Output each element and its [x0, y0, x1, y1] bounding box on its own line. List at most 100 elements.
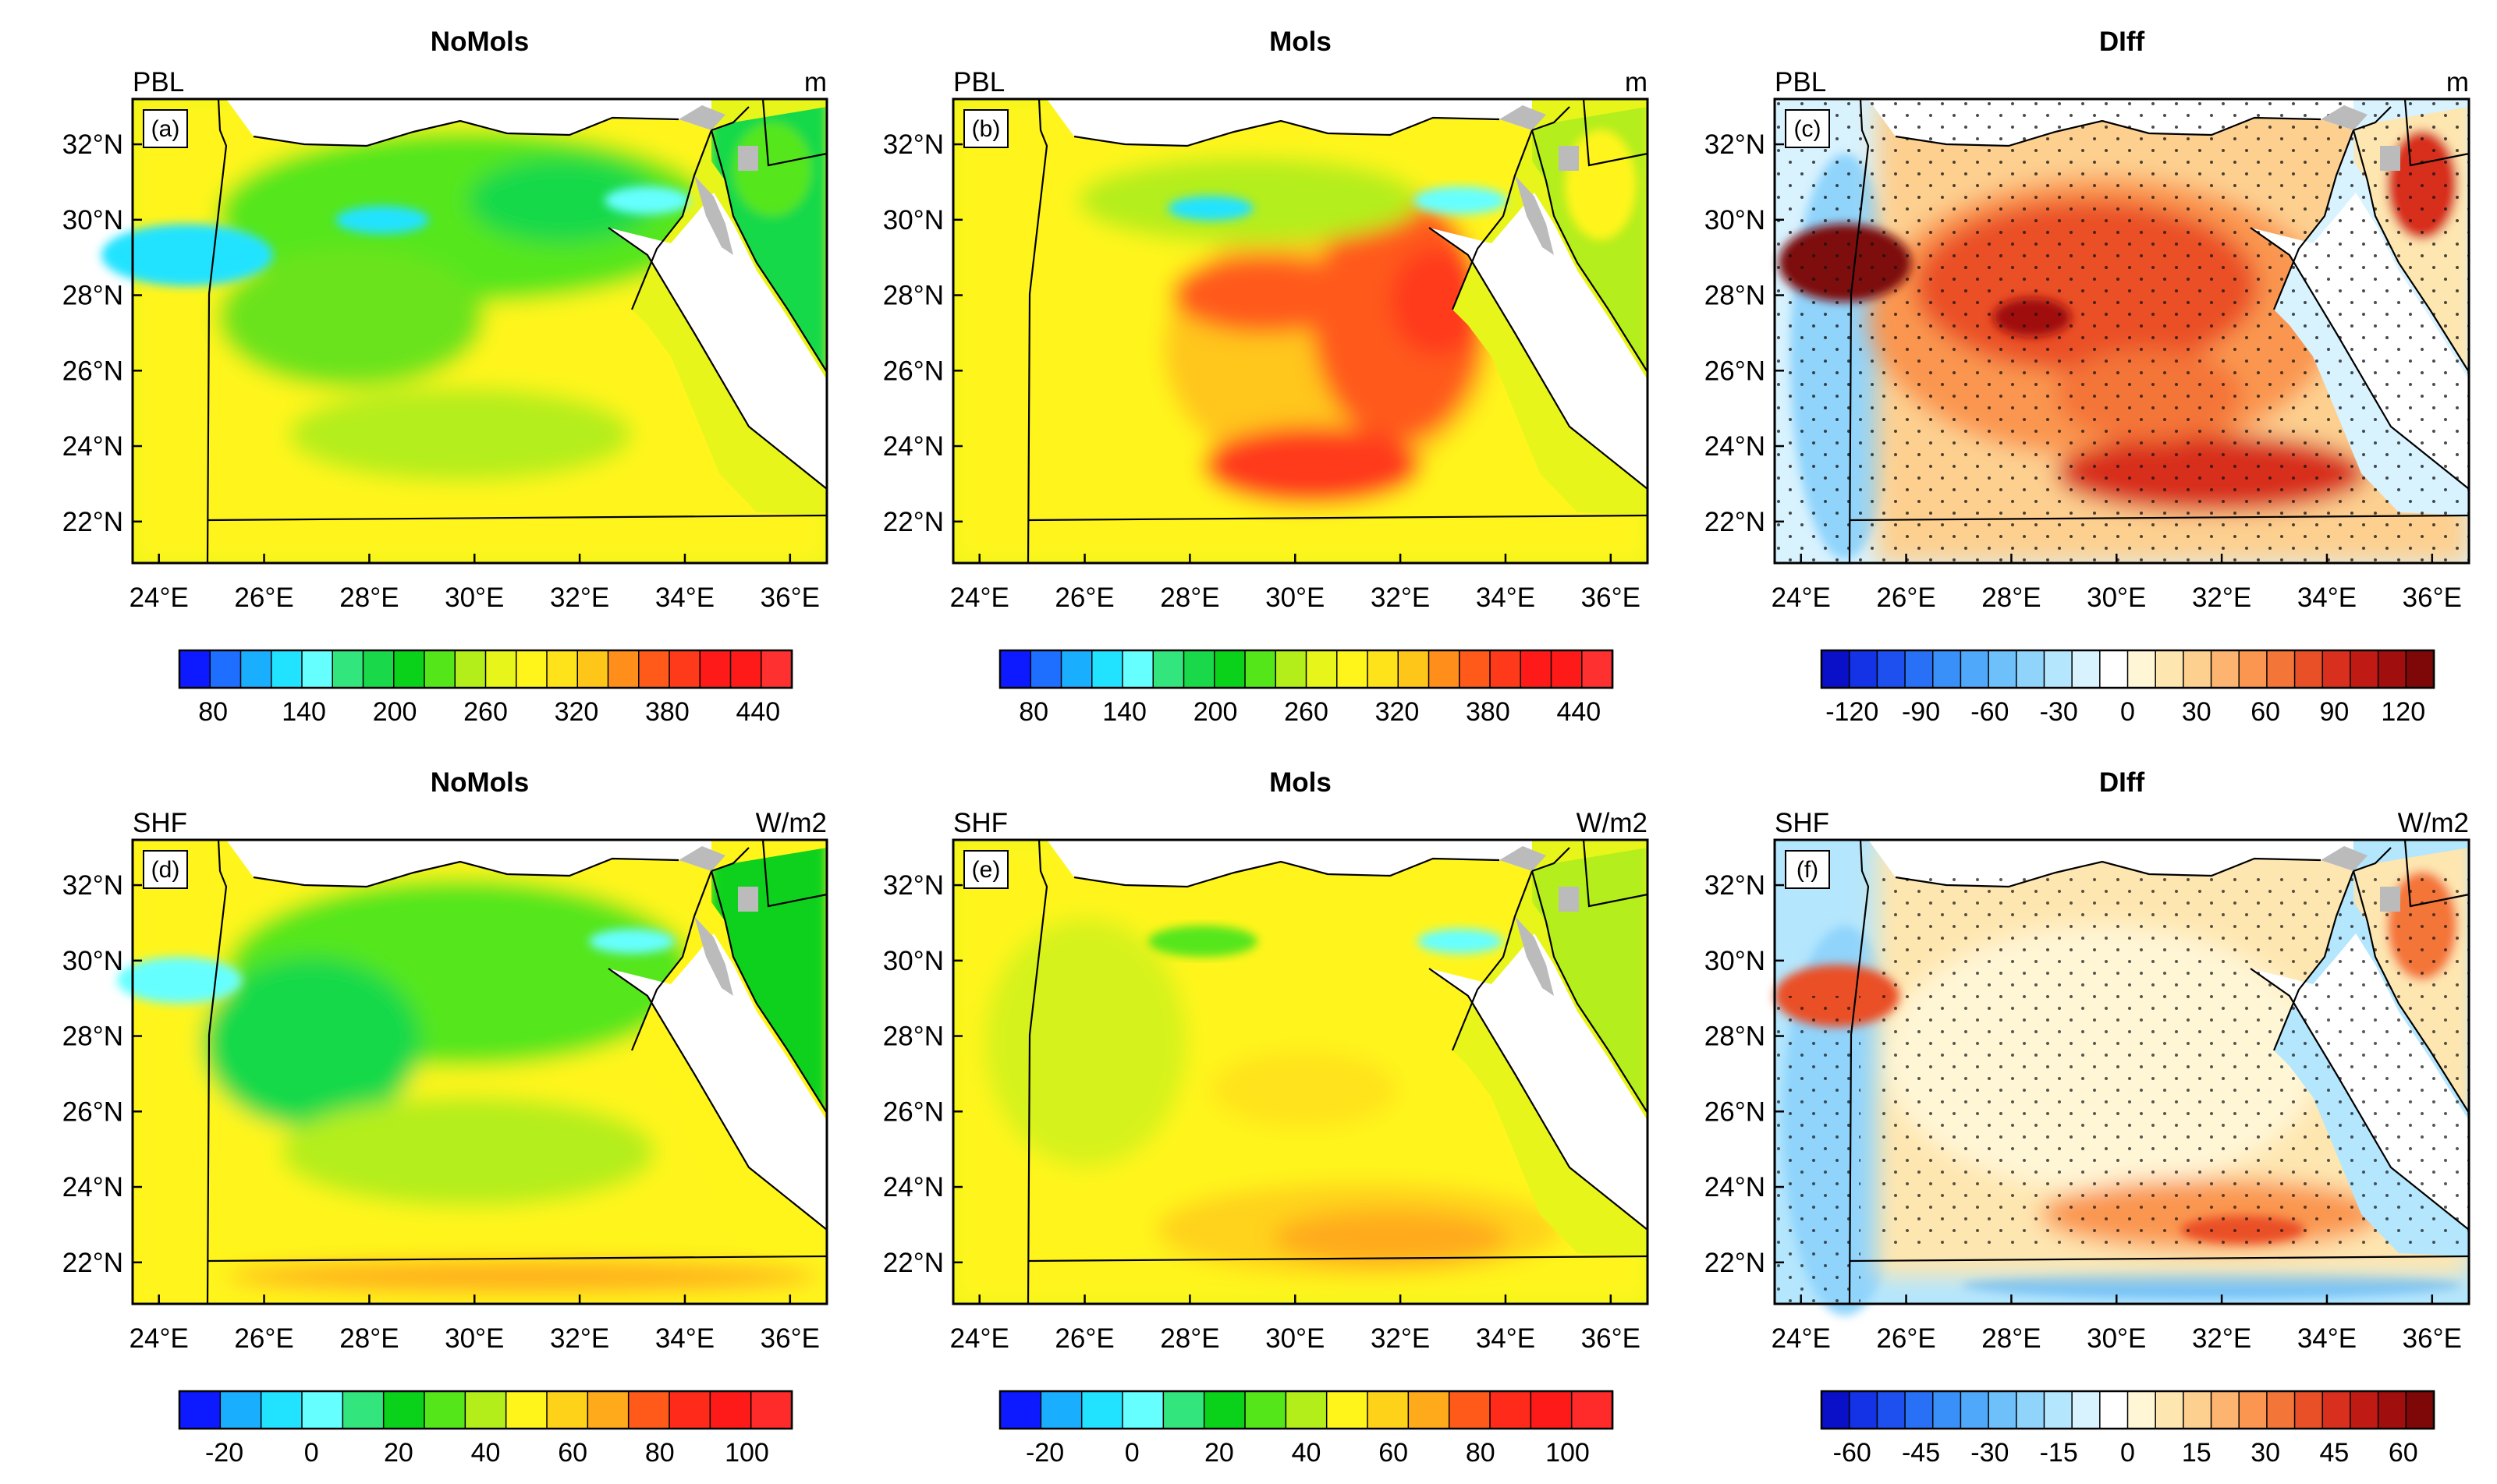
- lon-axis: 24°E 26°E 28°E 30°E 32°E 34°E 36°E: [129, 1295, 820, 1354]
- lon-tick-label: 32°E: [1371, 583, 1430, 613]
- lon-tick-label: 28°E: [339, 583, 399, 613]
- lon-tick-label: 24°E: [1772, 583, 1831, 613]
- colorbar-label: 260: [463, 697, 508, 727]
- colorbar-swatch: [1848, 650, 1878, 689]
- unit-label: m: [804, 67, 827, 97]
- field-map: (e): [952, 838, 1649, 1305]
- colorbar-label: 100: [725, 1438, 769, 1468]
- panel-tag-box: [143, 109, 188, 148]
- border-lines: [1848, 98, 2470, 564]
- cyan-coast-patch: [1168, 196, 1254, 221]
- colorbar-label: 140: [282, 697, 326, 727]
- lon-axis: 24°E 26°E 28°E 30°E 32°E 34°E 36°E: [1772, 554, 2462, 613]
- lon-tick-label: 30°E: [1265, 1323, 1325, 1354]
- colorbar-label: 380: [645, 697, 690, 727]
- lon-tick-label: 34°E: [655, 583, 715, 613]
- colorbar-swatch: [1367, 650, 1399, 689]
- colorbar-label: 80: [198, 697, 228, 727]
- colorbar-swatch: [260, 1390, 303, 1429]
- panel-tag: (d): [151, 857, 180, 883]
- colorbar-swatch: [2350, 650, 2379, 689]
- lat-tick-label: 30°N: [1704, 946, 1765, 976]
- colorbar-swatch: [709, 1390, 752, 1429]
- colorbar-label: 90: [2320, 697, 2350, 727]
- colorbar-swatch: [1336, 650, 1369, 689]
- lat-tick-label: 32°N: [1704, 129, 1765, 160]
- colorbar-label: -20: [1026, 1438, 1064, 1468]
- red-core-ne: [1390, 247, 1484, 356]
- colorbar-swatch: [332, 650, 364, 689]
- colorbar-swatch: [1244, 650, 1277, 689]
- panel-tag: (a): [151, 116, 180, 142]
- lat-tick-label: 30°N: [62, 946, 123, 976]
- colorbar-swatch: [464, 1390, 507, 1429]
- colorbar-swatch: [761, 650, 793, 689]
- colorbar-swatch: [454, 650, 487, 689]
- colorbar-swatch: [424, 650, 456, 689]
- lon-tick-label: 24°E: [129, 1323, 189, 1354]
- lon-tick-label: 34°E: [655, 1323, 715, 1354]
- colorbar-swatch: [1080, 1390, 1124, 1429]
- colorbar-swatch: [1060, 650, 1093, 689]
- lon-tick-label: 24°E: [129, 583, 189, 613]
- panel-tag: (c): [1794, 116, 1821, 142]
- lat-tick-label: 32°N: [883, 129, 944, 160]
- colorbar-swatch: [1876, 650, 1906, 689]
- lat-tick-label: 24°N: [883, 1172, 944, 1202]
- lon-tick-label: 32°E: [2192, 1323, 2251, 1354]
- stippling-west: [1775, 996, 1860, 1304]
- colorbar-label: 0: [1125, 1438, 1140, 1468]
- red-sea-water: [1429, 193, 1648, 489]
- colorbar-swatch: [1931, 650, 1962, 689]
- colorbar-label: 60: [558, 1438, 587, 1468]
- lat-tick-label: 22°N: [883, 507, 944, 537]
- lat-tick-label: 24°N: [1704, 431, 1765, 462]
- panel-title: NoMols: [431, 27, 529, 57]
- colorbar-swatch: [669, 1390, 711, 1429]
- colorbar-frame: [998, 649, 1614, 689]
- lat-tick-label: 30°N: [883, 205, 944, 236]
- lat-tick-label: 26°N: [62, 356, 123, 386]
- lon-tick-label: 26°E: [1876, 583, 1935, 613]
- lat-tick-label: 28°N: [62, 281, 123, 311]
- lat-axis: 32°N 30°N 28°N 26°N 24°N 22°N: [883, 129, 963, 537]
- lat-axis: 32°N 30°N 28°N 26°N 24°N 22°N: [1704, 129, 1784, 537]
- colorbar-label: -15: [2040, 1438, 2078, 1468]
- panel-a: NoMols PBL m: [62, 27, 828, 727]
- panel-d: NoMols SHF W/m2: [62, 767, 828, 1468]
- colorbar-swatch: [2071, 650, 2102, 689]
- missing-data-box: [738, 146, 758, 171]
- colorbar-label: -90: [1902, 697, 1940, 727]
- lon-tick-label: 30°E: [445, 1323, 504, 1354]
- colorbar-label: 80: [1466, 1438, 1495, 1468]
- colorbar-swatch: [2126, 1390, 2157, 1429]
- variable-label: SHF: [953, 808, 1008, 838]
- panel-title: Mols: [1269, 767, 1332, 798]
- colorbar-swatch: [2377, 650, 2407, 689]
- colorbar-swatch: [271, 650, 303, 689]
- colorbar-label: -60: [1970, 697, 2009, 727]
- colorbar-swatch: [2210, 650, 2240, 689]
- colorbar-swatch: [1030, 650, 1062, 689]
- colorbar-frame: [178, 649, 793, 689]
- colorbar-label: 0: [2120, 1438, 2135, 1468]
- lon-tick-label: 26°E: [234, 583, 293, 613]
- panel-title: NoMols: [431, 767, 529, 798]
- green-coast-patch: [1148, 926, 1257, 957]
- missing-data-strip: [1515, 175, 1554, 255]
- colorbar-label: 380: [1466, 697, 1510, 727]
- colorbar-label: 80: [645, 1438, 675, 1468]
- colorbar-swatch: [1325, 1390, 1369, 1429]
- red-sea-water: [1429, 933, 1648, 1230]
- panel-frame: [131, 97, 828, 565]
- colorbar-swatch: [576, 650, 609, 689]
- colorbar-swatch: [301, 650, 334, 689]
- colorbar-swatch: [1988, 1390, 2018, 1429]
- colorbar-frame: [998, 1390, 1614, 1430]
- colorbar-swatch: [2099, 1390, 2129, 1429]
- colorbar-swatch: [484, 650, 517, 689]
- lat-tick-label: 30°N: [62, 205, 123, 236]
- colorbar-swatch: [382, 1390, 426, 1429]
- unit-label: m: [2446, 67, 2469, 97]
- lat-tick-label: 22°N: [883, 1248, 944, 1278]
